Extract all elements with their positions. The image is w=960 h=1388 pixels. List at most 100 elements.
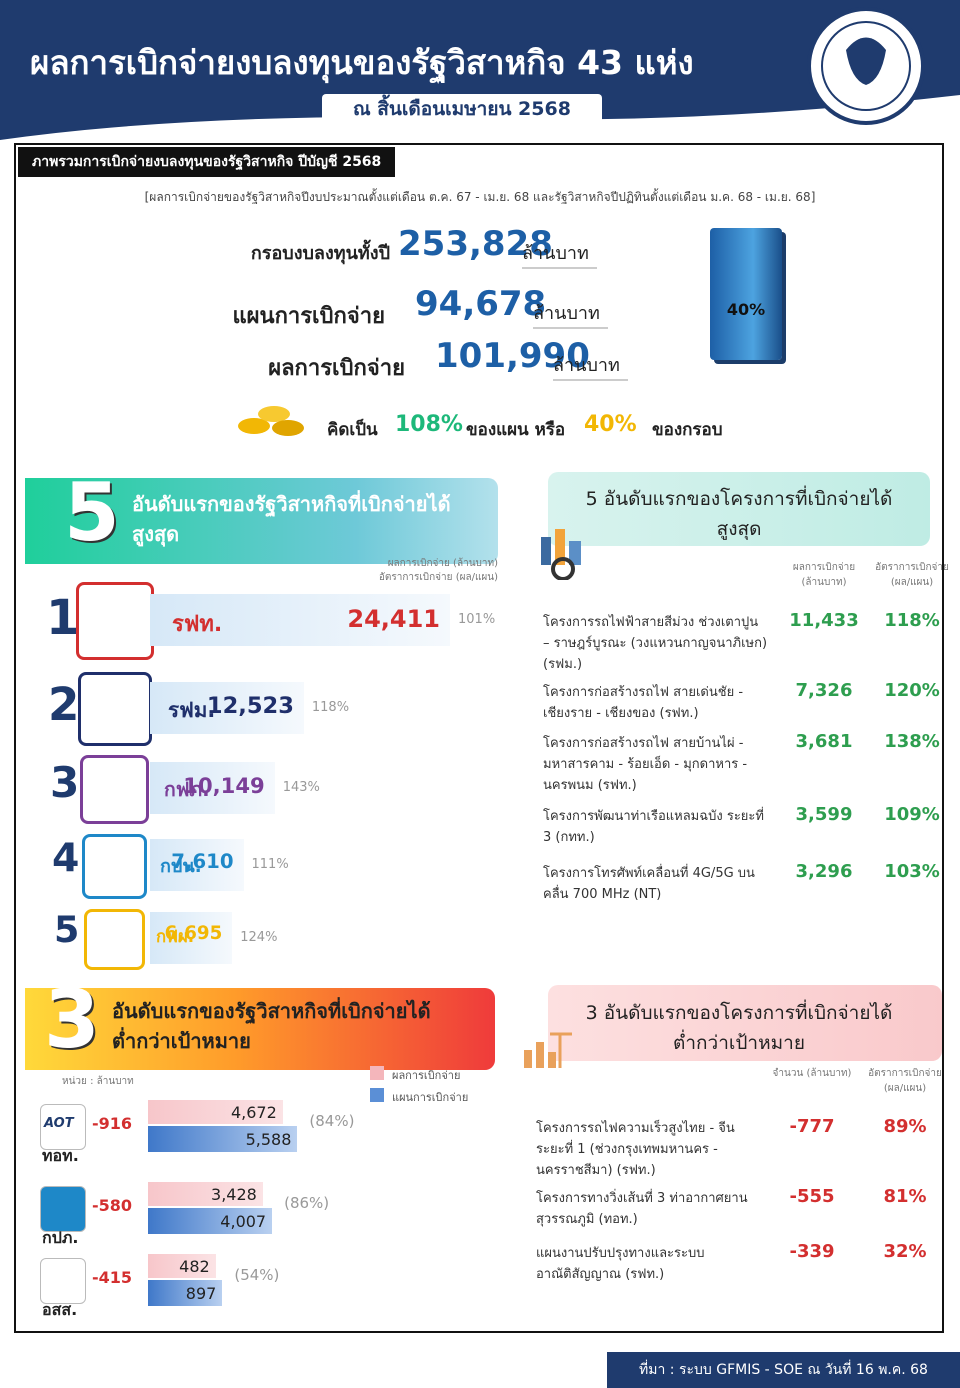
coins-icon	[238, 406, 304, 436]
banner-title: อันดับแรกของรัฐวิสาหกิจที่เบิกจ่ายได้	[132, 492, 451, 516]
soe-rate: (54%)	[234, 1266, 280, 1284]
rank: 4	[52, 835, 80, 881]
logo-text: AOT	[44, 1116, 74, 1131]
bar-plan	[148, 1280, 223, 1306]
soe-name: กฟภ.	[164, 778, 210, 801]
logo-box	[78, 672, 152, 746]
banner-title: ต่ำกว่าเป้าหมาย	[673, 1032, 805, 1054]
project-value: -339	[789, 1241, 835, 1262]
soe-diff: -916	[92, 1114, 133, 1133]
banner-title: อันดับแรกของรัฐวิสาหกิจที่เบิกจ่ายได้	[112, 999, 431, 1023]
project-rate: 89%	[883, 1116, 927, 1137]
soe-rate: (84%)	[309, 1112, 355, 1130]
bar-actual	[148, 1182, 263, 1206]
bar	[150, 839, 244, 891]
project-name: โครงการก่อสร้างรถไฟ สายเด่นชัย - เชียงรา…	[543, 685, 744, 721]
soe-name: รฟม.	[168, 698, 216, 722]
main-frame	[14, 143, 944, 1333]
bar	[150, 912, 233, 964]
overview-unit: ล้านบาท	[553, 350, 628, 381]
soe-rate: 111%	[251, 857, 289, 872]
banner-title: 5 อันดับแรกของโครงการที่เบิกจ่ายได้	[585, 488, 893, 510]
title: ผลการเบิกจ่ายงบลงทุนของรัฐวิสาหกิจ 43 แห…	[30, 43, 694, 82]
banner-title: ต่ำกว่าเป้าหมาย	[112, 1029, 251, 1053]
legend-swatch	[370, 1066, 384, 1080]
overview-value: 101,990	[435, 336, 590, 376]
project-value: 3,599	[795, 804, 853, 825]
soe-rate: 118%	[311, 700, 350, 715]
logo-box	[80, 754, 150, 824]
project-value: 7,326	[795, 680, 853, 701]
col-header: ผลการเบิกจ่าย (ล้านบาท)	[792, 562, 856, 588]
project-rate: 32%	[883, 1241, 927, 1262]
project-name: โครงการรถไฟความเร็วสูงไทย - จีน ระยะที่ …	[536, 1121, 735, 1178]
soe-name: กปน.	[160, 856, 202, 877]
col-header: ผลการเบิกจ่าย (ล้านบาท)	[387, 558, 498, 569]
project-value: 3,681	[795, 731, 853, 752]
project-rate: 118%	[884, 610, 940, 631]
rank: 2	[48, 678, 80, 731]
logo-box	[40, 1258, 86, 1304]
soe-rate: 143%	[282, 780, 320, 795]
overview-heading: ภาพรวมการเบิกจ่ายงบลงทุนของรัฐวิสาหกิจ ป…	[18, 147, 396, 177]
soe-name: กฟผ.	[156, 926, 195, 946]
summary-prefix: คิดเป็น	[327, 420, 378, 440]
col-header: อัตราการเบิกจ่าย (ผล/แผน)	[378, 572, 498, 583]
project-value: -777	[789, 1116, 835, 1137]
project-rate: 120%	[884, 680, 940, 701]
banner-top-soe	[25, 478, 498, 564]
project-value: 3,296	[795, 861, 853, 882]
bar	[150, 762, 275, 814]
value-actual: 482	[179, 1257, 210, 1276]
value-actual: 3,428	[211, 1185, 257, 1204]
soe-value: 12,523	[206, 693, 294, 719]
soe-value: 6,695	[164, 923, 223, 944]
subtitle: ณ สิ้นเดือนเมษายน 2568	[322, 94, 602, 124]
soe-value: 24,411	[347, 605, 440, 633]
overview-value: 94,678	[415, 284, 547, 324]
unit-note: หน่วย : ล้านบาท	[62, 1076, 134, 1087]
project-name: โครงการรถไฟฟ้าสายสีม่วง ช่วงเตาปูน – ราษ…	[543, 615, 768, 672]
project-name: โครงการโทรศัพท์เคลื่อนที่ 4G/5G บนคลื่น …	[543, 866, 755, 902]
project-name: แผนงานปรับปรุงทางและระบบอาณัติสัญญาณ (รฟ…	[536, 1246, 705, 1282]
construction-icon	[524, 1032, 572, 1068]
legend-actual: ผลการเบิกจ่าย	[392, 1069, 461, 1082]
banner-title: 3 อันดับแรกของโครงการที่เบิกจ่ายได้	[585, 1002, 893, 1024]
soe-diff: -415	[92, 1268, 133, 1287]
overview-note: [ผลการเบิกจ่ายของรัฐวิสาหกิจปีงบประมาณตั…	[144, 190, 816, 204]
col-header: อัตราการเบิกจ่าย (ผล/แผน)	[875, 562, 949, 588]
overview-unit: ล้านบาท	[533, 298, 608, 329]
bar-actual	[148, 1254, 216, 1278]
bar-actual	[148, 1100, 283, 1124]
soe-value: 10,149	[183, 773, 265, 798]
rank: 5	[54, 908, 80, 951]
summary-pct_plan: 108%	[395, 412, 463, 437]
bar	[150, 682, 304, 734]
overview-label: กรอบงบลงทุนทั้งปี	[250, 243, 390, 264]
project-rate: 103%	[884, 861, 940, 882]
bar	[150, 594, 450, 646]
banner-title: สูงสุด	[716, 518, 762, 540]
logo-box	[76, 582, 154, 660]
logo-box	[40, 1186, 86, 1232]
soe-diff: -580	[92, 1196, 133, 1215]
project-name: โครงการพัฒนาท่าเรือแหลมฉบัง ระยะที่ 3 (ก…	[543, 809, 764, 845]
rank: 1	[46, 590, 80, 646]
soe-rate: 101%	[458, 612, 496, 627]
project-name: โครงการทางวิ่งเส้นที่ 3 ท่าอากาศยานสุวรร…	[536, 1191, 748, 1227]
banner-low-soe	[25, 988, 495, 1070]
summary-suffix: ของกรอบ	[652, 420, 723, 440]
soe-name: อสส.	[42, 1300, 78, 1319]
banner-number: 5	[64, 466, 120, 559]
overview-label: แผนการเบิกจ่าย	[232, 304, 385, 329]
value-plan: 4,007	[220, 1212, 267, 1231]
soe-value: 7,610	[171, 850, 234, 873]
value-plan: 897	[185, 1284, 217, 1303]
project-value: 11,433	[789, 610, 859, 631]
footer-source: ที่มา : ระบบ GFMIS - SOE ณ วันที่ 16 พ.ค…	[639, 1362, 928, 1378]
bar-plan	[148, 1126, 298, 1152]
rank: 3	[50, 758, 80, 807]
summary-pct_frame: 40%	[584, 412, 637, 437]
project-rate: 138%	[884, 731, 940, 752]
